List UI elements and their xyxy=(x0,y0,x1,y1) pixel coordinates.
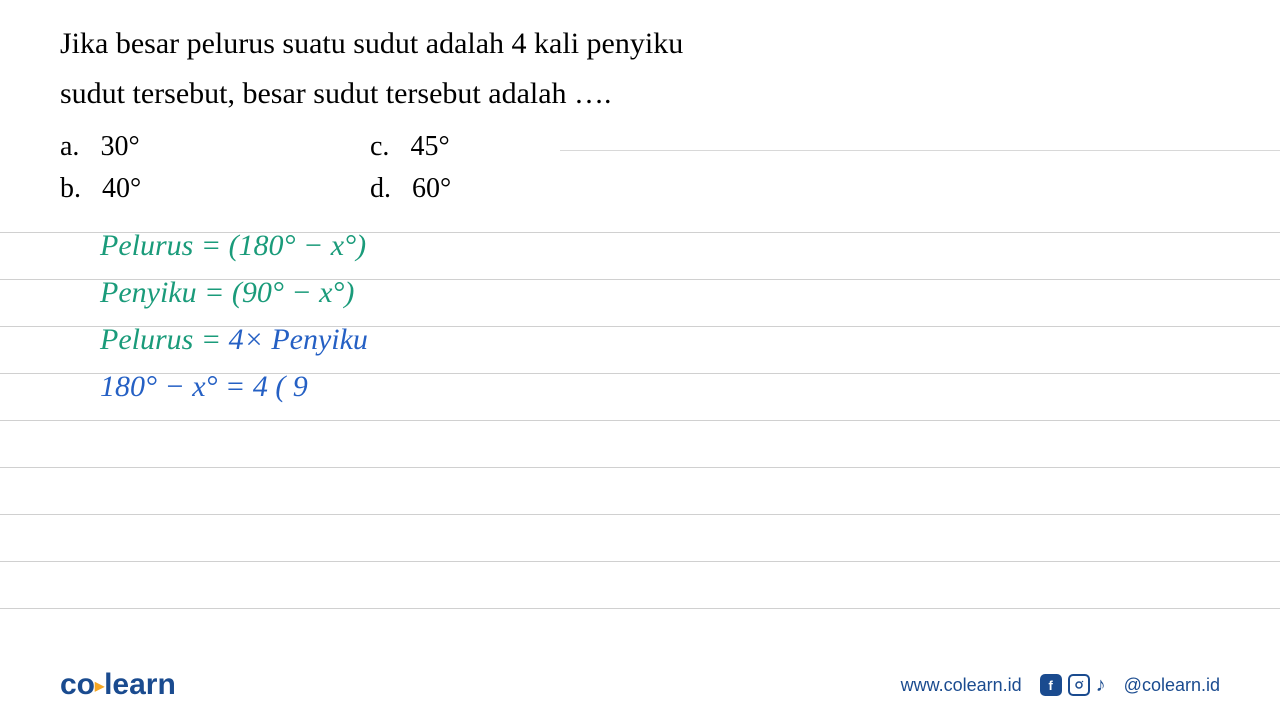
question-line-2: sudut tersebut, besar sudut tersebut ada… xyxy=(60,70,1220,118)
option-d: d. 60° xyxy=(370,168,680,210)
tiktok-icon[interactable]: ♪ xyxy=(1096,674,1106,696)
social-handle: @colearn.id xyxy=(1124,675,1220,696)
social-icons: f ♪ xyxy=(1040,674,1106,696)
option-column-left: a. 30° b. 40° xyxy=(60,126,370,210)
hw-line-2: Penyiku = (90° − x°) xyxy=(60,269,1220,316)
logo-co: co xyxy=(60,668,95,701)
facebook-icon[interactable]: f xyxy=(1040,674,1062,696)
hw-line-4-left: 180° − x° = xyxy=(100,370,253,403)
hw-line-4: 180° − x° = 4 ( 9 xyxy=(60,363,1220,410)
hw-line-4-right: 4 ( 9 xyxy=(253,370,308,403)
website-link[interactable]: www.colearn.id xyxy=(901,675,1022,696)
ruled-line-faint xyxy=(560,150,1280,151)
ruled-line xyxy=(0,420,1280,421)
option-b: b. 40° xyxy=(60,168,370,210)
options-container: a. 30° b. 40° c. 45° d. 60° xyxy=(60,126,1220,210)
option-column-right: c. 45° d. 60° xyxy=(370,126,680,210)
ruled-line xyxy=(0,467,1280,468)
instagram-icon[interactable] xyxy=(1068,674,1090,696)
logo-dot-icon: ▸ xyxy=(95,676,104,696)
logo-learn: learn xyxy=(104,668,176,701)
footer-right: www.colearn.id f ♪ @colearn.id xyxy=(901,674,1220,696)
footer: co▸learn www.colearn.id f ♪ @colearn.id xyxy=(0,668,1280,702)
hw-line-3-right: 4× Penyiku xyxy=(229,323,368,356)
hw-line-1: Pelurus = (180° − x°) xyxy=(60,222,1220,269)
question-line-1: Jika besar pelurus suatu sudut adalah 4 … xyxy=(60,20,1220,68)
option-a: a. 30° xyxy=(60,126,370,168)
ruled-line xyxy=(0,514,1280,515)
option-c: c. 45° xyxy=(370,126,680,168)
hw-line-3: Pelurus = 4× Penyiku xyxy=(60,316,1220,363)
logo: co▸learn xyxy=(60,668,176,702)
handwritten-work: Pelurus = (180° − x°) Penyiku = (90° − x… xyxy=(60,222,1220,410)
hw-line-3-left: Pelurus = xyxy=(100,323,229,356)
ruled-line xyxy=(0,561,1280,562)
ruled-line xyxy=(0,608,1280,609)
question-content: Jika besar pelurus suatu sudut adalah 4 … xyxy=(0,0,1280,410)
